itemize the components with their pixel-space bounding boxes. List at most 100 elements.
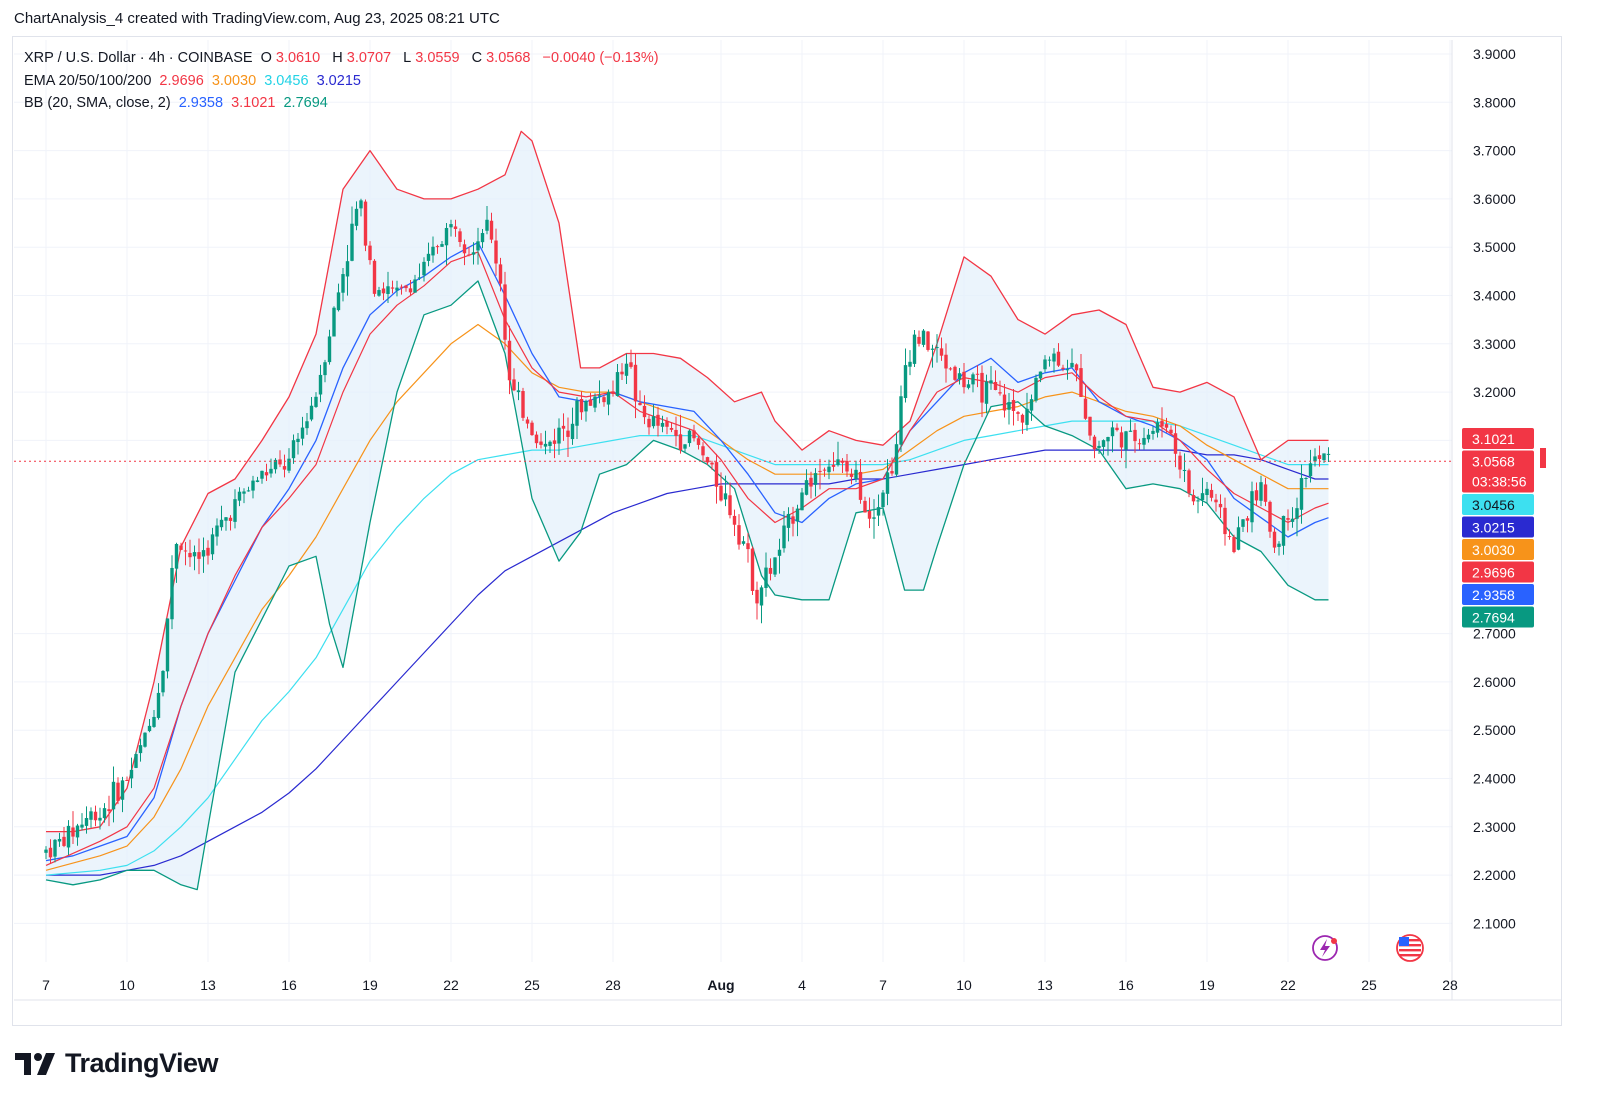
candle[interactable]	[503, 271, 507, 350]
candle[interactable]	[1182, 453, 1187, 482]
candle[interactable]	[827, 459, 831, 480]
candle[interactable]	[1268, 500, 1272, 538]
candle[interactable]	[1137, 438, 1142, 450]
candle[interactable]	[750, 546, 755, 596]
candle[interactable]	[246, 486, 251, 492]
candle[interactable]	[638, 390, 642, 406]
candle[interactable]	[260, 470, 264, 484]
candle[interactable]	[390, 280, 395, 294]
candle[interactable]	[1245, 516, 1250, 533]
candle[interactable]	[953, 365, 957, 382]
price-chart[interactable]: 3.9000 3.8000 3.7000 3.6000 3.5000 3.4000 3.30…	[0, 0, 1600, 1040]
candle[interactable]	[467, 246, 471, 257]
candle[interactable]	[291, 434, 296, 464]
candle[interactable]	[251, 475, 255, 499]
candle[interactable]	[1164, 417, 1169, 433]
candle[interactable]	[399, 284, 404, 295]
ema50-line[interactable]	[45, 323, 1329, 871]
candle[interactable]	[624, 353, 629, 385]
candle[interactable]	[516, 381, 521, 401]
candle[interactable]	[728, 482, 732, 519]
candle[interactable]	[885, 459, 890, 506]
candle[interactable]	[867, 497, 872, 529]
candle[interactable]	[1326, 447, 1331, 463]
candle[interactable]	[980, 365, 984, 418]
candle[interactable]	[1178, 451, 1182, 479]
candle[interactable]	[1151, 426, 1155, 440]
candle[interactable]	[395, 280, 399, 297]
candle[interactable]	[1232, 534, 1236, 554]
candle[interactable]	[948, 367, 953, 371]
candle[interactable]	[152, 709, 156, 728]
candle[interactable]	[908, 350, 912, 376]
candle[interactable]	[1002, 384, 1007, 418]
candle[interactable]	[741, 536, 746, 546]
candle[interactable]	[134, 751, 138, 769]
candle[interactable]	[264, 463, 269, 482]
candle[interactable]	[147, 719, 152, 733]
candle[interactable]	[201, 537, 206, 573]
candle[interactable]	[1097, 440, 1101, 454]
candle[interactable]	[170, 555, 174, 630]
candle[interactable]	[377, 286, 381, 297]
candle[interactable]	[849, 468, 854, 485]
candle[interactable]	[1088, 416, 1092, 441]
candle[interactable]	[413, 274, 417, 293]
candle[interactable]	[48, 839, 53, 864]
candle[interactable]	[386, 271, 390, 304]
candle[interactable]	[363, 199, 368, 252]
candle[interactable]	[1025, 392, 1029, 431]
candle[interactable]	[188, 539, 192, 567]
candle[interactable]	[233, 489, 237, 529]
candle[interactable]	[408, 279, 413, 297]
candle[interactable]	[1317, 445, 1322, 467]
candle[interactable]	[359, 198, 363, 217]
candle[interactable]	[471, 242, 476, 265]
candle[interactable]	[458, 228, 462, 247]
candle[interactable]	[1083, 383, 1088, 420]
candle[interactable]	[1241, 518, 1245, 533]
candle[interactable]	[606, 389, 611, 416]
candle[interactable]	[1020, 413, 1025, 434]
candle[interactable]	[966, 379, 971, 390]
candle[interactable]	[156, 683, 161, 720]
candle[interactable]	[1038, 371, 1043, 383]
candle[interactable]	[1299, 464, 1304, 524]
candle[interactable]	[633, 353, 638, 419]
candle[interactable]	[165, 618, 170, 679]
candle[interactable]	[1070, 348, 1074, 368]
candle[interactable]	[903, 348, 908, 403]
candle[interactable]	[768, 558, 773, 581]
candle[interactable]	[620, 363, 624, 381]
candle[interactable]	[71, 811, 75, 844]
candle[interactable]	[570, 407, 575, 445]
candle[interactable]	[566, 417, 570, 458]
candle[interactable]	[107, 795, 111, 827]
candle[interactable]	[350, 206, 354, 262]
candle[interactable]	[521, 387, 525, 421]
candle[interactable]	[1128, 419, 1133, 432]
candle[interactable]	[543, 430, 548, 455]
candle[interactable]	[561, 413, 566, 441]
candle[interactable]	[237, 487, 242, 507]
candle[interactable]	[917, 330, 921, 347]
candle[interactable]	[579, 391, 584, 420]
candle[interactable]	[1254, 482, 1259, 506]
candle[interactable]	[602, 395, 606, 407]
candle[interactable]	[183, 542, 188, 566]
candle[interactable]	[530, 420, 534, 436]
candle[interactable]	[957, 367, 962, 385]
candle[interactable]	[1043, 355, 1047, 373]
candle[interactable]	[381, 282, 386, 301]
candle[interactable]	[1142, 427, 1146, 450]
candle[interactable]	[228, 515, 233, 531]
candle[interactable]	[1056, 343, 1061, 368]
candle[interactable]	[989, 365, 993, 390]
candle[interactable]	[665, 417, 669, 435]
candle[interactable]	[683, 444, 687, 454]
candle[interactable]	[192, 545, 197, 571]
candle[interactable]	[84, 806, 89, 834]
ema20-line[interactable]	[45, 251, 1329, 866]
candle[interactable]	[795, 504, 800, 537]
us-flag-icon[interactable]	[1396, 934, 1424, 962]
